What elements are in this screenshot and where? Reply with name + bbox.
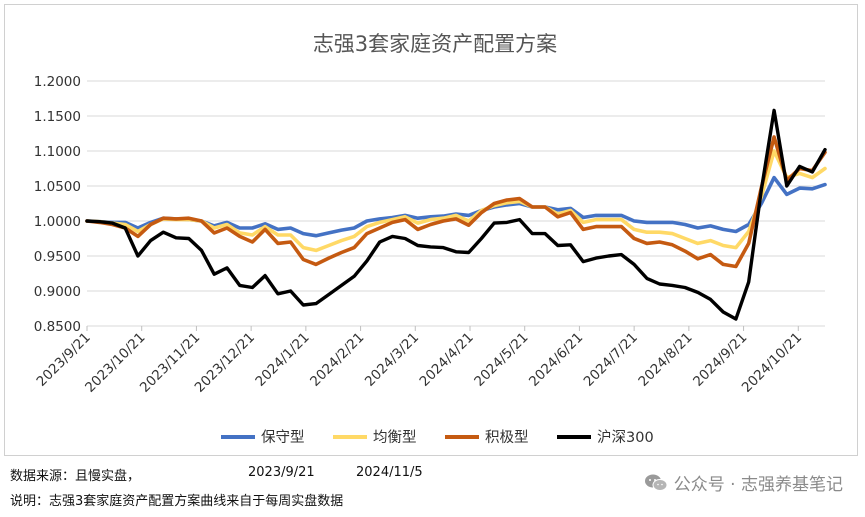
x-tick-label: 2024/6/21 xyxy=(526,330,586,390)
x-tick-label: 2024/4/21 xyxy=(417,330,477,390)
x-tick-label: 2024/2/21 xyxy=(307,330,367,390)
y-tick-label: 0.8500 xyxy=(34,319,81,335)
y-tick-label: 0.9000 xyxy=(34,284,81,300)
series-line-2 xyxy=(85,135,827,269)
end-date: 2024/11/5 xyxy=(356,465,423,480)
legend-label: 均衡型 xyxy=(373,429,417,446)
legend-label: 沪深300 xyxy=(597,429,654,446)
series-lines xyxy=(85,108,827,321)
y-tick-label: 1.1500 xyxy=(34,109,81,125)
series-line-3 xyxy=(85,108,827,321)
legend: 保守型 均衡型 积极型 沪深300 xyxy=(221,429,654,446)
gridlines xyxy=(87,80,825,327)
x-tick-label: 2024/8/21 xyxy=(635,330,695,390)
chart-frame: 志强3套家庭资产配置方案 0.8500 0.9000 0.9500 1.0000 1.0… xyxy=(4,4,858,456)
x-tick-label: 2024/1/21 xyxy=(252,330,312,390)
series-line-1 xyxy=(85,149,827,253)
watermark: 公众号 · 志强养基笔记 xyxy=(644,470,843,495)
x-tick-label: 2024/5/21 xyxy=(471,330,531,390)
y-tick-label: 1.0000 xyxy=(34,214,81,230)
watermark-text: 公众号 · 志强养基笔记 xyxy=(673,475,843,495)
data-source-label: 数据来源：且慢实盘， xyxy=(10,469,141,484)
axes: 0.8500 0.9000 0.9500 1.0000 1.0500 1.1000 1.15… xyxy=(34,74,806,396)
y-tick-label: 1.0500 xyxy=(34,179,81,195)
y-tick-label: 1.1000 xyxy=(34,144,81,160)
legend-label: 保守型 xyxy=(261,429,305,446)
y-tick-label: 1.2000 xyxy=(34,74,81,90)
legend-label: 积极型 xyxy=(485,429,529,446)
line-chart: 志强3套家庭资产配置方案 0.8500 0.9000 0.9500 1.0000 1.0… xyxy=(34,32,827,446)
x-tick-label: 2024/3/21 xyxy=(362,330,422,390)
chart-title: 志强3套家庭资产配置方案 xyxy=(313,32,557,56)
note-text: 说明：志强3套家庭资产配置方案曲线来自于每周实盘数据 xyxy=(10,494,344,509)
y-tick-label: 0.9500 xyxy=(34,249,81,265)
x-tick-label: 2024/7/21 xyxy=(581,330,641,390)
wechat-icon xyxy=(644,474,668,491)
start-date: 2023/9/21 xyxy=(248,465,315,480)
